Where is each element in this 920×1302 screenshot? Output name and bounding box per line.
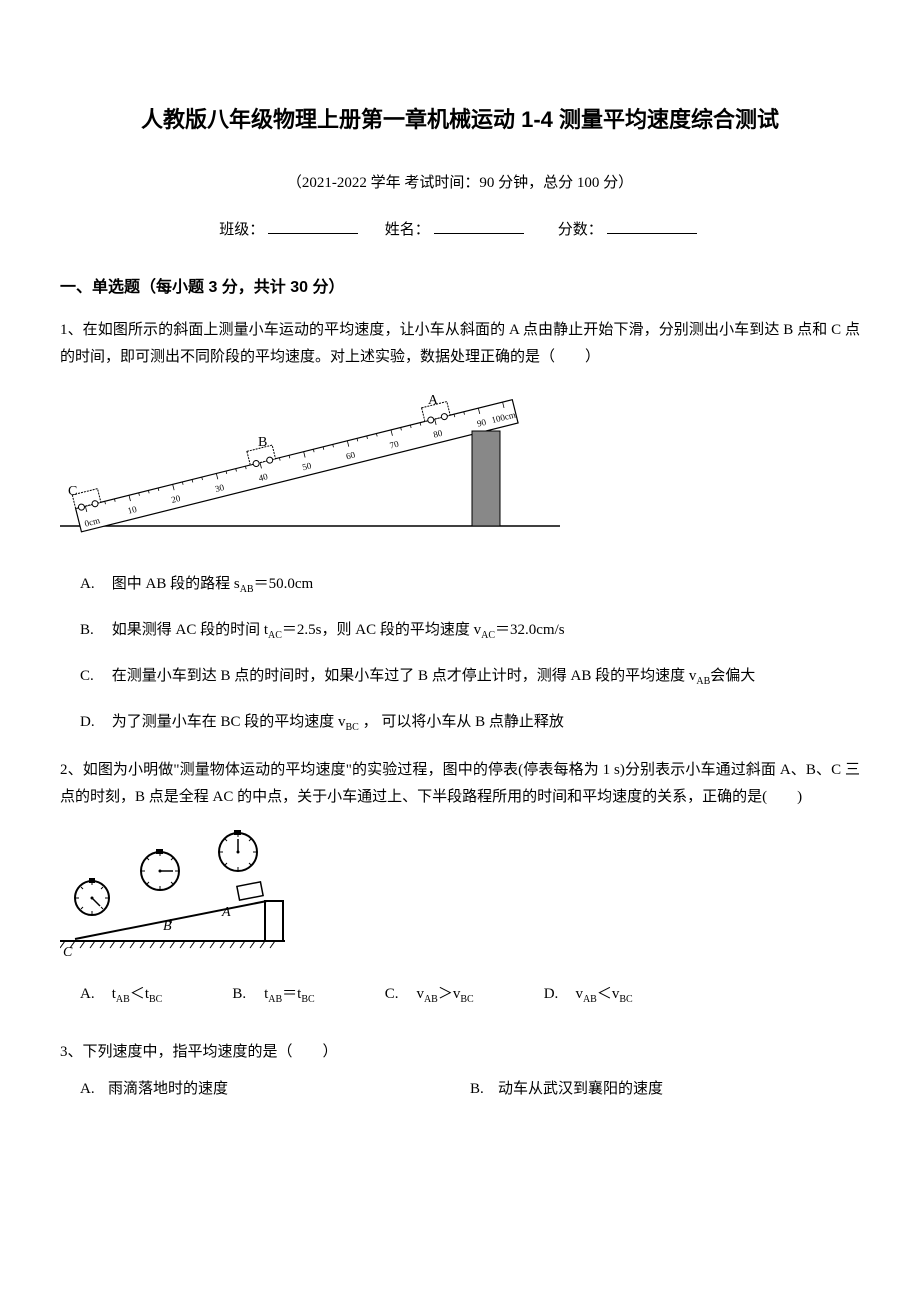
stopwatch-b [141,849,179,890]
q1-option-a: A. 图中 AB 段的路程 sAB＝50.0cm [60,571,860,599]
question-1: 1、在如图所示的斜面上测量小车运动的平均速度，让小车从斜面的 A 点由静止开始下… [60,317,860,737]
question-3: 3、下列速度中，指平均速度的是（ ） A.雨滴落地时的速度 B.动车从武汉到襄阳… [60,1039,860,1103]
q1-option-c: C. 在测量小车到达 B 点的时间时，如果小车过了 B 点才停止计时，测得 AB… [60,663,860,691]
q3-option-a: A.雨滴落地时的速度 [80,1076,470,1103]
exam-info: （2021-2022 学年 考试时间：90 分钟，总分 100 分） [60,170,860,197]
stopwatch-a [219,830,257,871]
svg-text:A: A [428,393,439,408]
svg-text:B: B [258,435,267,450]
class-label: 班级： [219,222,264,238]
q2-option-a: A. tAB＜tBC [80,981,162,1009]
score-label: 分数： [558,222,603,238]
q2-option-b: B. tAB＝tBC [232,981,314,1009]
q1-option-d: D. 为了测量小车在 BC 段的平均速度 vBC ， 可以将小车从 B 点静止释… [60,709,860,737]
svg-text:C: C [63,945,73,956]
svg-text:C: C [68,484,77,499]
q3-option-b: B.动车从武汉到襄阳的速度 [470,1076,860,1103]
q1-figure: 0cm 10 20 30 40 50 60 70 80 90 100cm [60,386,860,556]
question-2: 2、如图为小明做"测量物体运动的平均速度"的实验过程，图中的停表(停表每格为 1… [60,757,860,1019]
stopwatch-diagram: A B C [60,826,290,956]
q3-options: A.雨滴落地时的速度 B.动车从武汉到襄阳的速度 [60,1076,860,1103]
q3-text: 3、下列速度中，指平均速度的是（ ） [60,1039,860,1066]
q1-option-b: B. 如果测得 AC 段的时间 tAC＝2.5s，则 AC 段的平均速度 vAC… [60,617,860,645]
svg-text:A: A [221,905,231,920]
q2-option-c: C. vAB＞vBC [385,981,474,1009]
class-blank [268,233,358,234]
name-label: 姓名： [385,222,430,238]
q2-option-d: D. vAB＜vBC [544,981,633,1009]
page-title: 人教版八年级物理上册第一章机械运动 1-4 测量平均速度综合测试 [60,100,860,140]
q2-figure: A B C [60,826,860,966]
ramp-diagram: 0cm 10 20 30 40 50 60 70 80 90 100cm [60,386,560,546]
q2-text: 2、如图为小明做"测量物体运动的平均速度"的实验过程，图中的停表(停表每格为 1… [60,757,860,811]
q1-options: A. 图中 AB 段的路程 sAB＝50.0cm B. 如果测得 AC 段的时间… [60,571,860,737]
fill-in-line: 班级： 姓名： 分数： [60,217,860,244]
score-blank [607,233,697,234]
section-header: 一、单选题（每小题 3 分，共计 30 分） [60,274,860,303]
name-blank [434,233,524,234]
q2-options: A. tAB＜tBC B. tAB＝tBC C. vAB＞vBC D. vAB＜… [60,981,860,1019]
stopwatch-c [75,878,109,915]
q1-text: 1、在如图所示的斜面上测量小车运动的平均速度，让小车从斜面的 A 点由静止开始下… [60,317,860,371]
